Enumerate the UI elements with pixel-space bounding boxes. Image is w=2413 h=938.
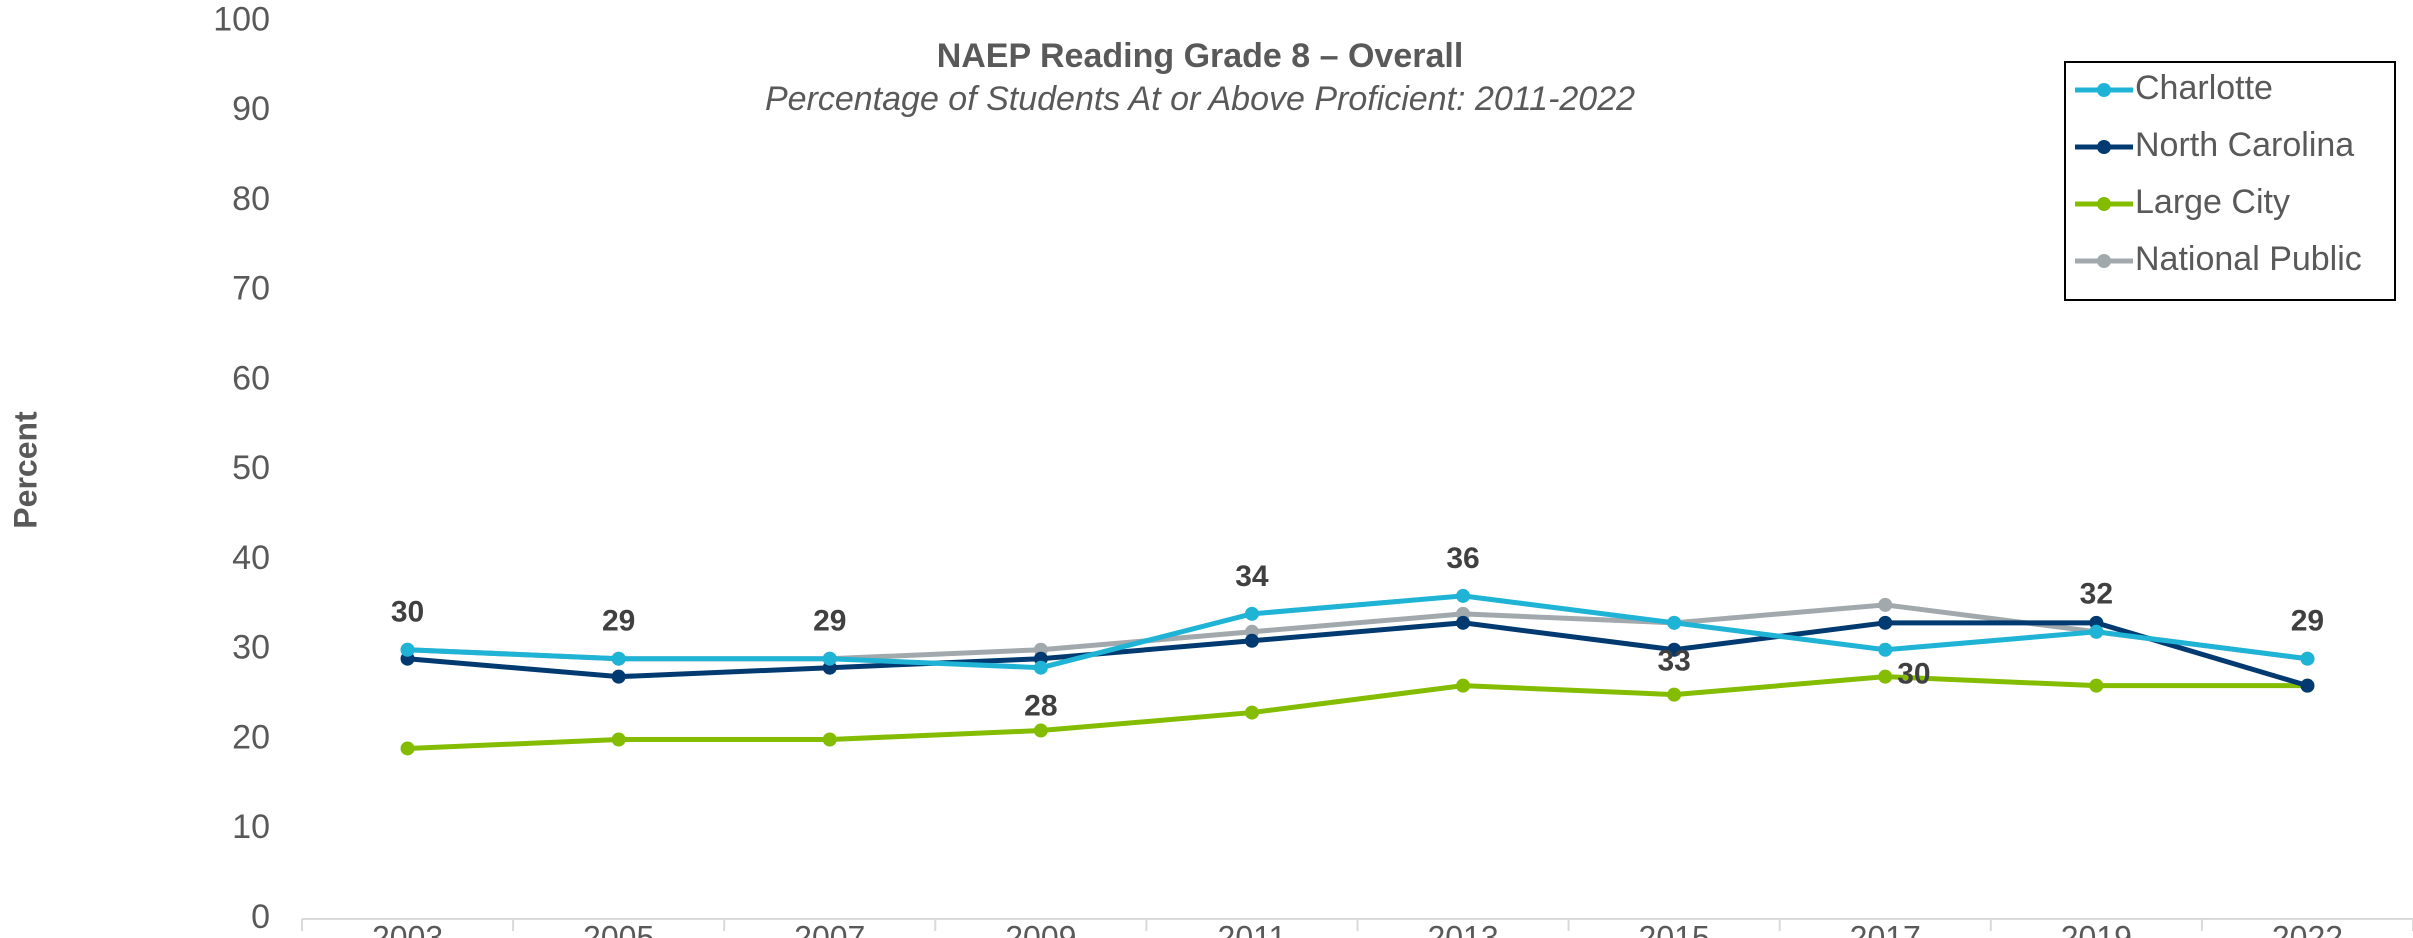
- legend-marker: [2097, 254, 2111, 268]
- point: [611, 651, 626, 666]
- x-tick-label: 2007: [794, 919, 865, 938]
- x-tick-label: 2022: [2272, 919, 2343, 938]
- legend-label: National Public: [2135, 240, 2362, 278]
- point: [2300, 678, 2315, 693]
- x-tick-label: 2019: [2061, 919, 2132, 938]
- y-tick-label: 100: [213, 0, 270, 38]
- y-tick-label: 10: [232, 808, 270, 846]
- x-tick-label: 2017: [1850, 919, 1921, 938]
- point: [2300, 651, 2315, 666]
- x-tick-label: 2003: [372, 919, 443, 938]
- point: [1667, 642, 1682, 657]
- point: [2089, 678, 2104, 693]
- point: [611, 669, 626, 684]
- y-tick-label: 30: [232, 629, 270, 667]
- x-tick-label: 2011: [1218, 919, 1287, 938]
- chart-subtitle: Percentage of Students At or Above Profi…: [765, 80, 1635, 118]
- legend-label: Large City: [2135, 183, 2290, 221]
- point: [1244, 705, 1259, 720]
- data-label: 32: [2080, 578, 2113, 611]
- point: [1878, 642, 1893, 657]
- series-line: [407, 674, 2308, 751]
- data-label: 30: [1897, 658, 1930, 691]
- point: [611, 732, 626, 747]
- point: [822, 651, 837, 666]
- y-tick-label: 40: [232, 539, 270, 577]
- point: [1456, 588, 1471, 603]
- point: [400, 741, 415, 756]
- point: [1667, 687, 1682, 702]
- data-label: 36: [1446, 542, 1479, 575]
- point: [1456, 615, 1471, 630]
- x-tick-label: 2013: [1427, 919, 1498, 938]
- point: [1878, 669, 1893, 684]
- data-label: 29: [602, 605, 635, 638]
- point: [1033, 660, 1048, 675]
- legend-marker: [2097, 83, 2111, 97]
- point: [822, 732, 837, 747]
- y-tick-label: 70: [232, 270, 270, 308]
- series-line: [407, 620, 2309, 689]
- x-tick-label: 2009: [1005, 919, 1076, 938]
- point: [1456, 678, 1471, 693]
- x-tick-label: 2005: [583, 919, 654, 938]
- data-label: 29: [2291, 605, 2324, 638]
- y-tick-label: 80: [232, 180, 270, 218]
- y-tick-label: 90: [232, 90, 270, 128]
- data-label: 28: [1024, 690, 1057, 723]
- point: [1244, 606, 1259, 621]
- legend-label: North Carolina: [2135, 126, 2354, 164]
- point: [1033, 723, 1048, 738]
- legend-marker: [2097, 197, 2111, 211]
- point: [1878, 597, 1893, 612]
- point: [1244, 633, 1259, 648]
- chart-title: NAEP Reading Grade 8 – Overall: [937, 37, 1464, 75]
- y-tick-label: 60: [232, 359, 270, 397]
- data-label: 33: [1657, 645, 1690, 678]
- y-tick-label: 20: [232, 718, 270, 756]
- data-label: 29: [813, 605, 846, 638]
- legend-label: Charlotte: [2135, 69, 2273, 107]
- point: [400, 642, 415, 657]
- x-tick-label: 2015: [1639, 919, 1710, 938]
- y-tick-label: 50: [232, 449, 270, 487]
- data-label: 34: [1235, 560, 1269, 593]
- y-tick-label: 0: [251, 898, 270, 936]
- point: [1878, 615, 1893, 630]
- data-label: 30: [391, 596, 424, 629]
- y-axis-label: Percent: [7, 411, 43, 529]
- series-line: [407, 593, 2308, 671]
- point: [1667, 615, 1682, 630]
- point: [2089, 624, 2104, 639]
- legend-marker: [2097, 140, 2111, 154]
